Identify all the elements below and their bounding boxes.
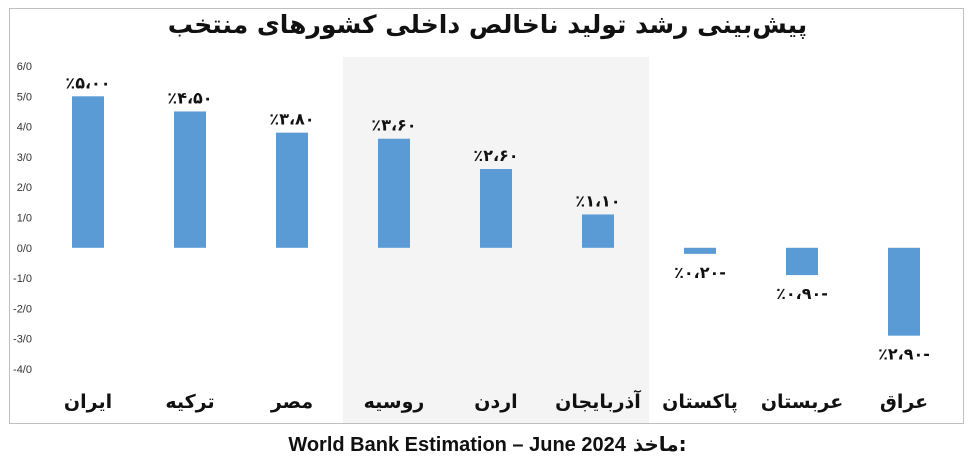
bar (684, 247, 716, 254)
bar (72, 96, 104, 248)
source-note: World Bank Estimation – June 2024 ماخذ: (0, 432, 975, 457)
y-tick-label: 4/0 (17, 122, 32, 134)
y-tick-label: 0/0 (17, 243, 32, 255)
y-tick-label: 2/0 (17, 182, 32, 194)
data-label: ٪۲،۹۰- (878, 345, 930, 364)
bar (582, 214, 614, 248)
category-label: آذربایجان (555, 389, 641, 413)
category-label: روسیه (364, 391, 425, 413)
bar (786, 247, 818, 276)
category-label: ترکیه (165, 391, 214, 413)
category-label: عراق (880, 391, 928, 413)
y-tick-label: -1/0 (13, 273, 32, 285)
bar (480, 169, 512, 248)
bar (888, 247, 920, 336)
data-label: ٪۴،۵۰ (167, 88, 212, 107)
bar (378, 138, 410, 248)
data-label: ٪۱،۱۰ (575, 191, 620, 210)
data-label: ٪۰،۹۰- (776, 284, 828, 303)
category-label: مصر (270, 391, 313, 413)
y-tick-label: -3/0 (13, 334, 32, 346)
category-label: عربستان (761, 391, 843, 413)
data-label: ٪۲،۶۰ (473, 146, 518, 165)
y-tick-label: 5/0 (17, 91, 32, 103)
data-label: ٪۳،۶۰ (371, 116, 416, 135)
y-tick-label: -2/0 (13, 303, 32, 315)
category-label: اردن (474, 391, 517, 413)
y-tick-label: 3/0 (17, 152, 32, 164)
data-label: ٪۳،۸۰ (269, 110, 314, 129)
source-text: World Bank Estimation – June 2024 (288, 434, 626, 456)
y-tick-label: -4/0 (13, 364, 32, 376)
category-label: ایران (64, 391, 112, 413)
y-tick-label: 6/0 (17, 61, 32, 73)
y-tick-label: 1/0 (17, 213, 32, 225)
data-label: ٪۰،۲۰- (674, 263, 726, 282)
source-label: ماخذ: (632, 432, 687, 456)
bar (276, 132, 308, 248)
data-label: ٪۵،۰۰ (65, 73, 110, 92)
chart-title: پیش‌بینی رشد تولید ناخالص داخلی کشورهای … (167, 10, 808, 39)
bar (174, 111, 206, 248)
category-label: پاکستان (662, 391, 738, 413)
